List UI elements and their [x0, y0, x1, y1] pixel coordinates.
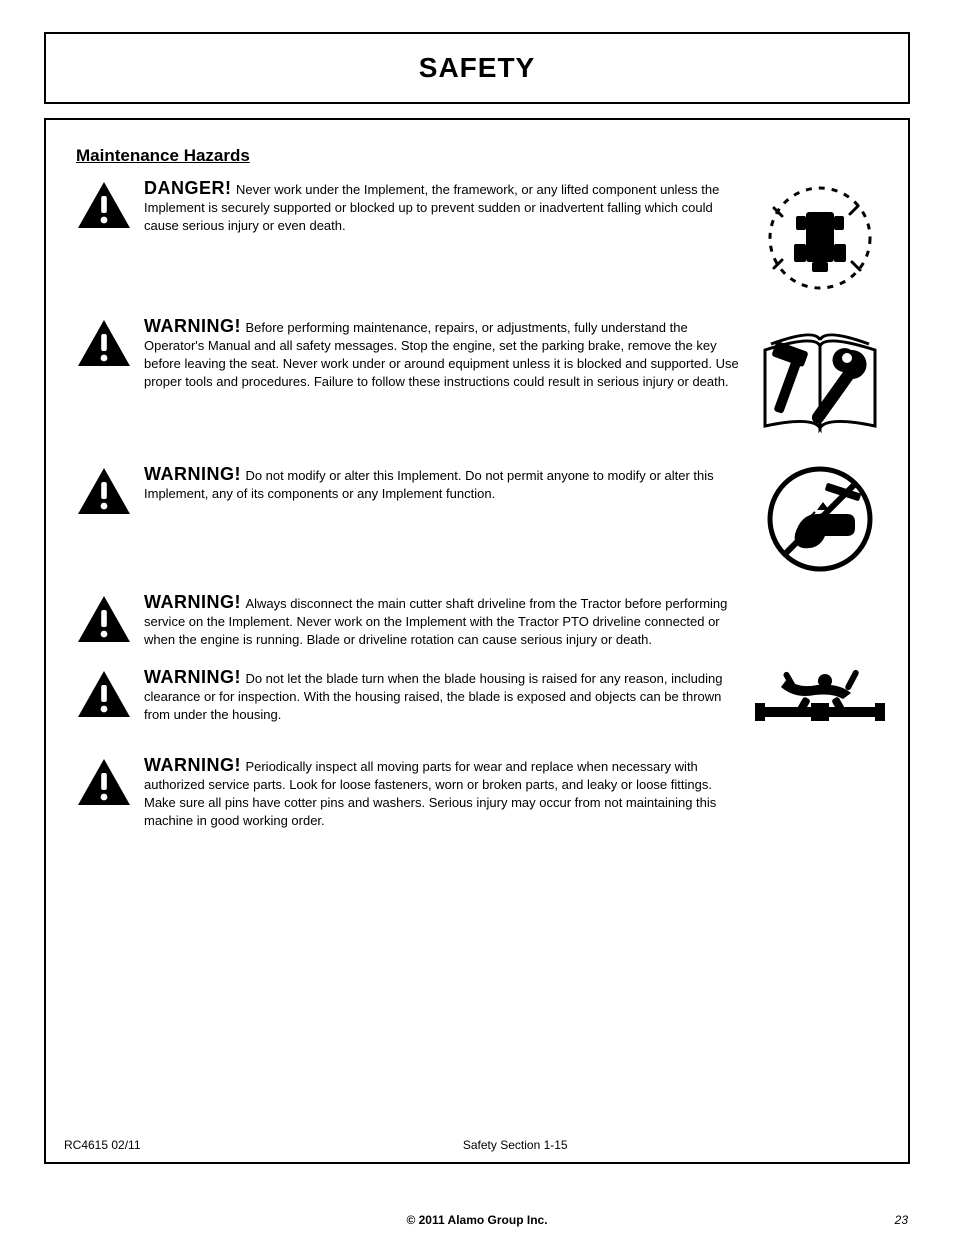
hazard-triangle-icon	[68, 755, 140, 807]
warning-text-block: WARNING! Periodically inspect all moving…	[140, 755, 750, 830]
warning-label: WARNING!	[144, 592, 241, 612]
page-footer-center: © 2011 Alamo Group Inc.	[0, 1213, 954, 1227]
page-number: 23	[895, 1213, 908, 1227]
warning-text-block: WARNING! Do not let the blade turn when …	[140, 667, 750, 724]
warning-text-block: DANGER! Never work under the Implement, …	[140, 178, 750, 235]
footer-model: RC4615 02/11	[64, 1138, 141, 1152]
warning-row: DANGER! Never work under the Implement, …	[68, 178, 890, 298]
warning-text-block: WARNING! Always disconnect the main cutt…	[140, 592, 750, 649]
hazard-triangle-icon	[68, 592, 140, 644]
section-heading: Maintenance Hazards	[76, 146, 890, 166]
warning-label: WARNING!	[144, 464, 241, 484]
warning-row: WARNING! Do not let the blade turn when …	[68, 667, 890, 737]
pto-entangle-person-icon	[750, 667, 890, 737]
page-title: SAFETY	[419, 52, 535, 84]
no-weld-hand-icon	[750, 464, 890, 574]
warning-label: WARNING!	[144, 316, 241, 336]
content-frame: Maintenance Hazards DANGER! Never work u…	[44, 118, 910, 1164]
warning-text-block: WARNING! Before performing maintenance, …	[140, 316, 750, 391]
warning-label: WARNING!	[144, 667, 241, 687]
hazard-triangle-icon	[68, 667, 140, 719]
warning-text-block: WARNING! Do not modify or alter this Imp…	[140, 464, 750, 503]
warning-row: WARNING! Do not modify or alter this Imp…	[68, 464, 890, 574]
hazard-triangle-icon	[68, 316, 140, 368]
warning-label: WARNING!	[144, 755, 241, 775]
frame-footer: RC4615 02/11 Safety Section 1-15	[46, 1138, 908, 1152]
warning-row: WARNING! Always disconnect the main cutt…	[68, 592, 890, 649]
hazard-triangle-icon	[68, 464, 140, 516]
tractor-debris-icon	[750, 178, 890, 298]
title-bar: SAFETY	[44, 32, 910, 104]
warning-row: WARNING! Before performing maintenance, …	[68, 316, 890, 446]
page-root: SAFETY Maintenance Hazards DANGER! Never…	[0, 0, 954, 1235]
footer-section: Safety Section 1-15	[463, 1138, 568, 1152]
warning-label: DANGER!	[144, 178, 232, 198]
hazard-triangle-icon	[68, 178, 140, 230]
warning-row: WARNING! Periodically inspect all moving…	[68, 755, 890, 830]
manual-tools-icon	[750, 316, 890, 446]
